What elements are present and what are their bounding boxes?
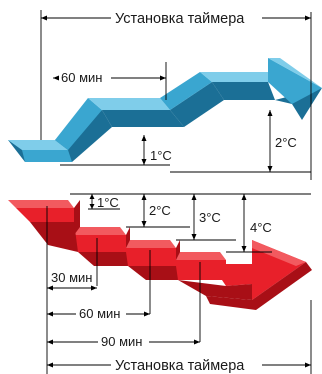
timer-setting-label-bottom: Установка таймера — [115, 358, 245, 374]
timer-setting-label: Установка таймера — [115, 11, 245, 27]
step-large-label: 2°C — [275, 135, 297, 150]
step-label-1: 1°C — [97, 195, 119, 210]
blue-step-arrow — [8, 58, 322, 162]
step-label-3: 3°C — [199, 210, 221, 225]
step-label-4: 4°C — [250, 220, 272, 235]
interval-label-30: 30 мин — [51, 270, 92, 285]
red-step-arrow — [8, 200, 312, 310]
interval-label-60: 60 мин — [79, 306, 120, 321]
step-small-label: 1°C — [150, 148, 172, 163]
step-label-2: 2°C — [149, 203, 171, 218]
interval-label-90: 90 мин — [101, 334, 142, 349]
interval-label: 60 мин — [61, 70, 102, 85]
